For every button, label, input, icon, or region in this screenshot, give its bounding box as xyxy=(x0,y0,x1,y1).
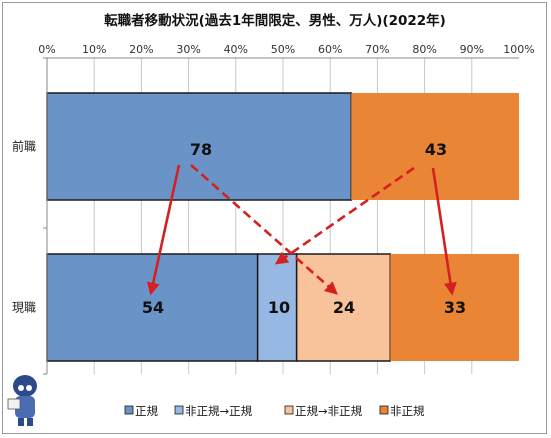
legend-swatch xyxy=(174,405,184,415)
value-label: 33 xyxy=(444,298,466,317)
legend-swatch xyxy=(124,405,134,415)
legend-label: 非正規 xyxy=(390,404,425,418)
category-label: 現職 xyxy=(12,301,36,315)
legend-swatch xyxy=(284,405,294,415)
mascot-leg xyxy=(18,418,24,426)
x-tick-label: 20% xyxy=(129,43,153,56)
flow-arrows xyxy=(146,164,457,296)
legend-label: 正規 xyxy=(135,404,158,418)
axes xyxy=(43,57,519,375)
chart-frame xyxy=(2,2,547,434)
x-tick-label: 100% xyxy=(503,43,534,56)
mascot-eye xyxy=(26,385,32,391)
dashed-flow-arrow xyxy=(190,164,338,295)
x-tick-label: 70% xyxy=(365,43,389,56)
legend-label: 非正規→正規 xyxy=(185,404,253,418)
value-label: 78 xyxy=(190,140,212,159)
mascot-paper xyxy=(7,398,21,410)
x-tick-label: 80% xyxy=(412,43,436,56)
legend: 正規 非正規→正規 正規→非正規 非正規 xyxy=(124,404,425,418)
mascot-eye xyxy=(18,385,24,391)
mascot-illustration xyxy=(7,375,37,426)
x-tick-label: 30% xyxy=(176,43,200,56)
x-tick-label: 10% xyxy=(82,43,106,56)
bar-segment xyxy=(390,254,519,361)
chart-title: 転職者移動状況(過去1年間限定、男性、万人)(2022年) xyxy=(104,12,446,29)
solid-flow-arrow xyxy=(431,167,457,296)
legend-swatch xyxy=(379,405,389,415)
value-label: 54 xyxy=(142,298,164,317)
value-label: 10 xyxy=(268,298,290,317)
x-tick-label: 60% xyxy=(318,43,342,56)
value-label: 43 xyxy=(425,140,447,159)
x-axis-ticks: 0% 10% 20% 30% 40% 50% 60% 70% 80% 90% 100% xyxy=(38,43,534,56)
value-label: 24 xyxy=(333,298,355,317)
category-label: 前職 xyxy=(12,139,36,154)
bar-segment xyxy=(256,253,298,362)
x-tick-label: 0% xyxy=(38,43,55,56)
x-tick-label: 50% xyxy=(271,43,295,56)
bar-segment xyxy=(46,253,259,362)
x-tick-label: 40% xyxy=(224,43,248,56)
x-tick-label: 90% xyxy=(460,43,484,56)
solid-flow-arrow xyxy=(146,164,181,296)
mascot-head xyxy=(13,375,37,397)
mascot-leg xyxy=(27,418,33,426)
legend-label: 正規→非正規 xyxy=(295,404,363,418)
